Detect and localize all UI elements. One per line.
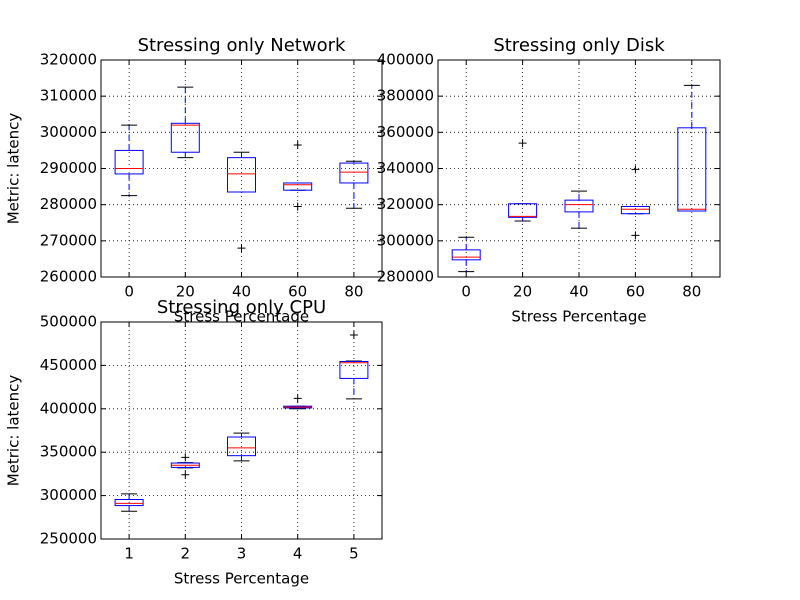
x-tick-label: 20 [176,283,195,301]
x-tick-label: 3 [237,545,247,563]
x-tick-label: 60 [288,283,307,301]
x-axis-label: Stress Percentage [511,308,646,326]
y-tick-label: 500000 [40,313,97,331]
y-tick-label: 380000 [377,87,434,105]
box-group [283,140,313,211]
x-tick-label: 80 [344,283,363,301]
box [508,203,538,218]
box-group [114,124,144,197]
box [170,122,200,153]
outlier [293,394,302,403]
chart-title: Stressing only Network [138,35,346,56]
y-tick-label: 400000 [377,51,434,69]
outlier [293,140,302,149]
box [114,149,144,175]
box [114,499,144,507]
x-tick-label: 0 [124,283,134,301]
chart-title: Stressing only Disk [493,35,665,56]
x-tick-label: 5 [349,545,359,563]
x-tick-label: 60 [626,283,645,301]
outlier [349,331,358,340]
y-tick-label: 340000 [377,159,434,177]
y-tick-label: 320000 [377,195,434,213]
x-axis-label: Stress Percentage [174,308,309,326]
y-axis-label: Metric: latency [5,113,23,225]
box [339,360,369,379]
x-tick-label: 40 [569,283,588,301]
box-group [114,493,144,512]
subplot: 260000 270000 280000 290000 300000 310000 3200… [5,35,383,326]
y-axis-label: Metric: latency [5,375,23,487]
box [227,157,256,193]
box-group [620,165,650,240]
subplot: 280000 300000 320000 340000 360000 380000 4000… [377,35,721,326]
box-group [508,139,538,222]
y-tick-label: 320000 [40,51,97,69]
y-tick-label: 270000 [40,231,97,249]
box [677,127,707,212]
outlier [293,202,302,211]
y-tick-label: 300000 [40,123,97,141]
plot-frame [100,59,383,278]
x-tick-label: 1 [124,545,134,563]
outlier [181,470,190,479]
box-group [339,160,369,209]
outlier [518,139,527,148]
box-group [283,394,313,410]
y-tick-label: 350000 [40,443,97,461]
box [620,205,650,215]
x-tick-label: 80 [682,283,701,301]
y-tick-label: 400000 [40,399,97,417]
y-tick-label: 290000 [40,159,97,177]
chart-title: Stressing only CPU [157,297,326,318]
outlier [237,244,246,253]
box [564,199,594,213]
x-tick-label: 20 [513,283,532,301]
x-tick-label: 4 [293,545,303,563]
y-tick-label: 280000 [40,195,97,213]
x-tick-label: 40 [232,283,251,301]
box [451,249,481,261]
y-tick-label: 360000 [377,123,434,141]
x-tick-label: 2 [181,545,191,563]
plot-frame [100,321,383,540]
box-group [170,86,200,159]
box [227,436,256,457]
outlier [181,453,190,462]
box-group [170,453,200,479]
y-tick-label: 450000 [40,356,97,374]
box-group [339,331,369,400]
outlier [631,231,640,240]
plot-frame [437,59,721,278]
y-tick-label: 310000 [40,87,97,105]
y-tick-label: 300000 [40,486,97,504]
box-group [451,236,481,273]
subplot: 250000 300000 350000 400000 450000 500000 1 2 3 4… [5,297,383,588]
box-group [227,151,256,253]
y-tick-label: 250000 [40,530,97,548]
box-group [677,84,707,212]
outlier [631,165,640,174]
x-tick-label: 0 [461,283,471,301]
x-axis-label: Stress Percentage [174,570,309,588]
y-tick-label: 280000 [377,268,434,286]
y-tick-label: 300000 [377,231,434,249]
box [283,182,313,191]
box [339,162,369,184]
box-group [564,190,594,229]
box-group [227,432,256,462]
y-tick-label: 260000 [40,268,97,286]
